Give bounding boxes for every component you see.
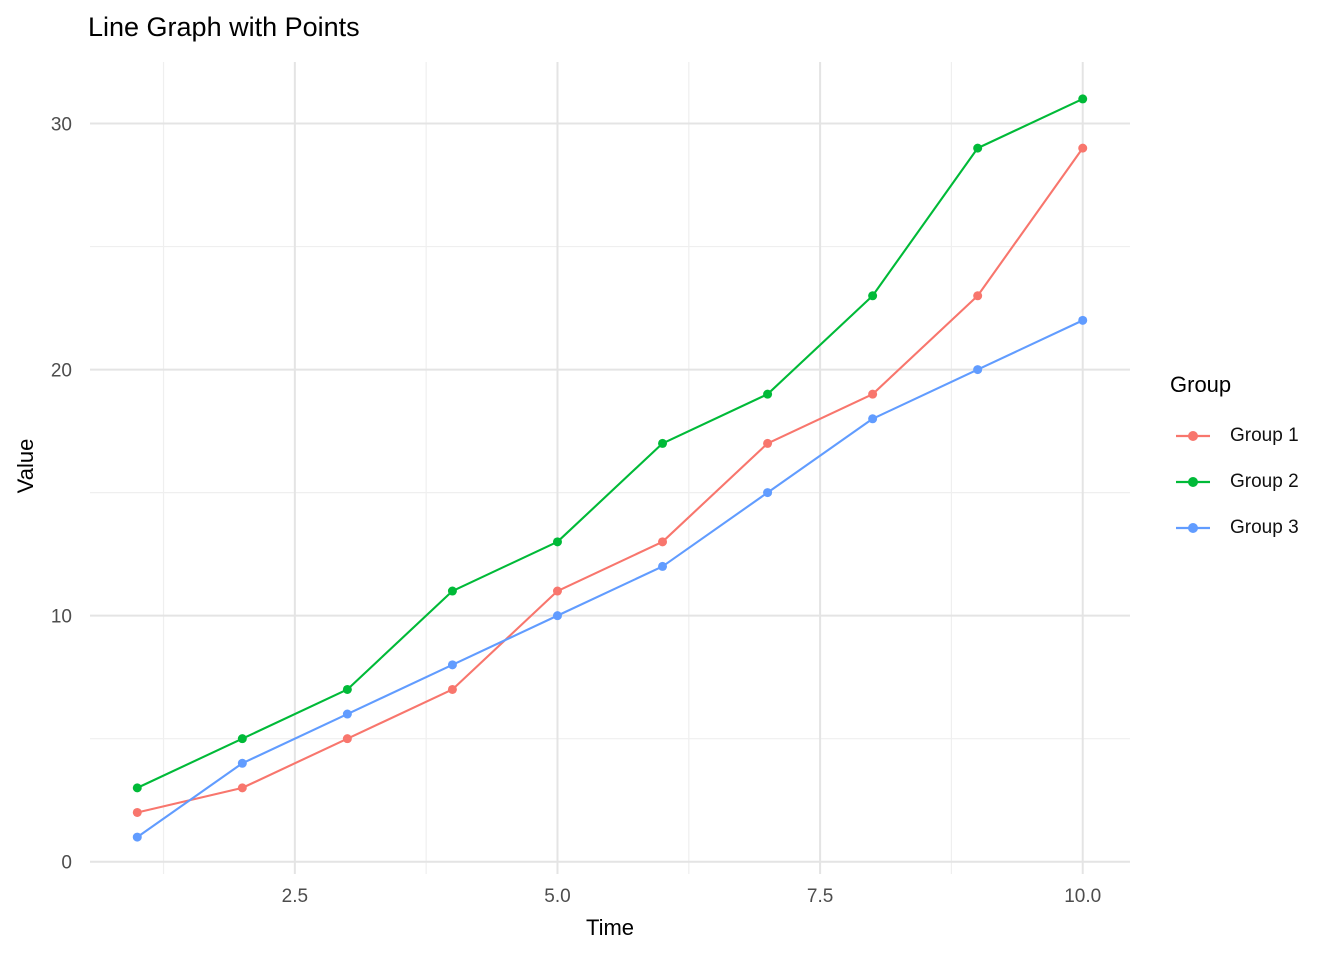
data-point-group-2	[1078, 94, 1088, 104]
data-point-group-2	[763, 389, 773, 399]
legend-item-group-3: Group 3	[1170, 514, 1299, 542]
legend-key-icon	[1176, 431, 1210, 441]
data-point-group-3	[552, 611, 562, 621]
legend-key-icon	[1176, 523, 1210, 533]
legend-items: Group 1 Group 2 Group 3	[1170, 422, 1299, 542]
chart-title: Line Graph with Points	[88, 12, 360, 42]
data-point-group-1	[763, 438, 773, 448]
legend-key-point	[1188, 477, 1198, 487]
data-point-group-3	[447, 660, 457, 670]
legend-item-label: Group 1	[1230, 425, 1299, 446]
data-point-group-1	[1078, 143, 1088, 153]
legend-item-label: Group 2	[1230, 471, 1299, 492]
data-point-group-1	[342, 734, 352, 744]
series-line-group-1	[137, 147, 1084, 814]
data-point-group-1	[132, 807, 142, 817]
x-tick-label: 2.5	[282, 886, 308, 907]
data-point-group-2	[658, 438, 668, 448]
data-point-group-2	[552, 537, 562, 547]
legend-key-icon	[1176, 477, 1210, 487]
legend-item-group-1: Group 1	[1170, 422, 1299, 450]
x-tick-label: 10.0	[1064, 886, 1101, 907]
data-point-group-3	[763, 488, 773, 498]
data-point-group-1	[447, 684, 457, 694]
data-point-group-1	[658, 537, 668, 547]
x-tick-label: 7.5	[807, 886, 833, 907]
data-point-group-2	[132, 783, 142, 793]
data-point-group-1	[868, 389, 878, 399]
data-point-group-2	[973, 143, 983, 153]
data-point-group-3	[342, 709, 352, 719]
series-line-group-2	[136, 97, 1084, 789]
legend-item-label: Group 3	[1230, 517, 1299, 538]
legend: Group Group 1 Group 2 Group 3	[1170, 372, 1299, 560]
data-point-group-3	[868, 414, 878, 424]
data-point-group-2	[342, 684, 352, 694]
data-point-group-3	[658, 561, 668, 571]
data-point-group-3	[1078, 315, 1088, 325]
y-tick-label: 10	[51, 607, 72, 628]
y-tick-label: 20	[51, 361, 72, 382]
data-point-group-3	[237, 758, 247, 768]
data-point-group-1	[552, 586, 562, 596]
data-point-group-2	[868, 291, 878, 301]
data-point-group-1	[973, 291, 983, 301]
y-tick-label: 30	[51, 115, 72, 136]
x-tick-label: 5.0	[544, 886, 570, 907]
data-point-group-2	[447, 586, 457, 596]
series-line-group-3	[136, 319, 1084, 838]
legend-title: Group	[1170, 372, 1232, 397]
y-axis-title: Value	[13, 438, 38, 494]
legend-item-group-2: Group 2	[1170, 468, 1299, 496]
data-point-group-1	[237, 783, 247, 793]
y-tick-label: 0	[61, 853, 72, 874]
legend-key-point	[1188, 431, 1198, 441]
x-axis-title: Time	[585, 915, 635, 940]
data-point-group-3	[973, 365, 983, 375]
data-point-group-2	[237, 734, 247, 744]
legend-key-point	[1188, 523, 1198, 533]
data-point-group-3	[132, 832, 142, 842]
